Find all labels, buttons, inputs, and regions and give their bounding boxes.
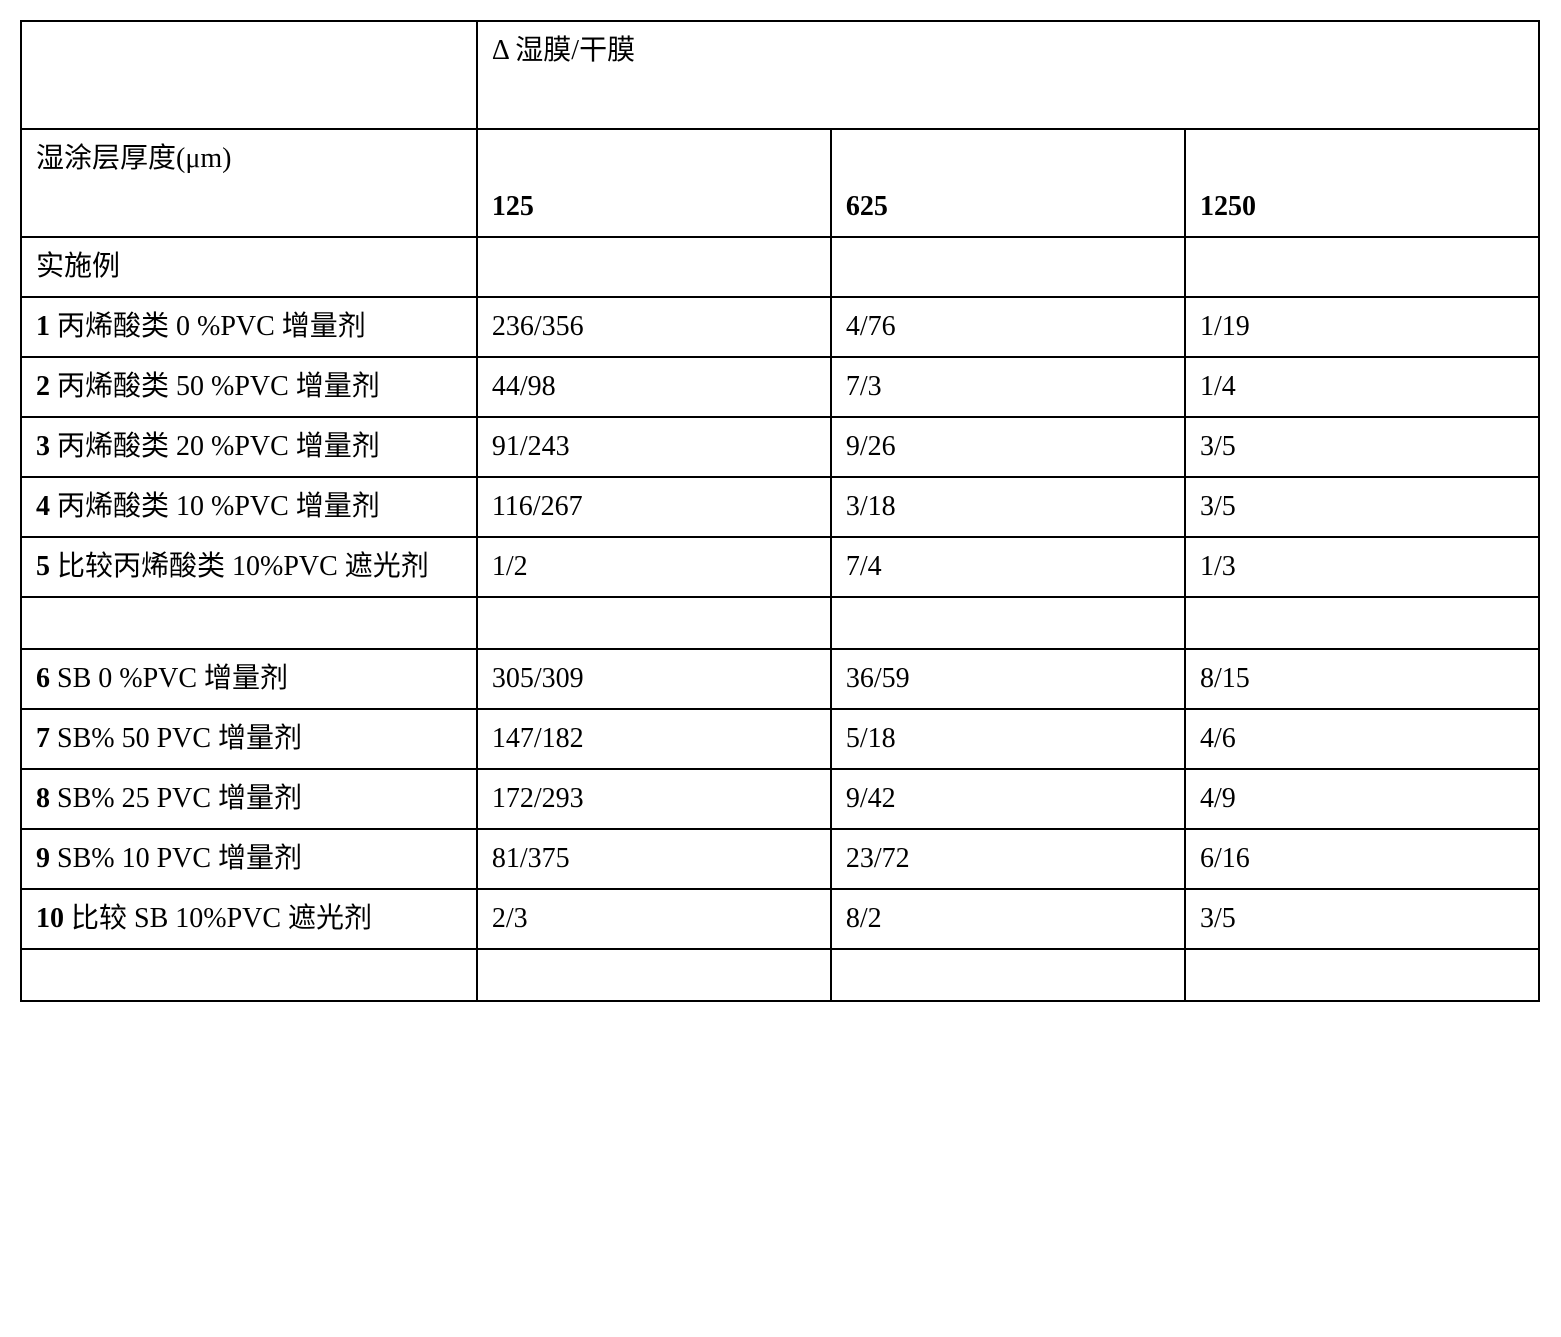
- row-num: 6: [36, 663, 50, 694]
- header-empty-cell: [21, 21, 477, 129]
- col-1250-header: 1250: [1185, 129, 1539, 237]
- spacer-row: [21, 949, 1539, 1001]
- row-num: 4: [36, 491, 50, 522]
- row-v125: 116/267: [477, 477, 831, 537]
- row-v625: 9/42: [831, 769, 1185, 829]
- header-row-thickness: 湿涂层厚度(μm) 125 625 1250: [21, 129, 1539, 237]
- row-v125: 81/375: [477, 829, 831, 889]
- row-label: 3 丙烯酸类 20 %PVC 增量剂: [21, 417, 477, 477]
- row-label: 9 SB% 10 PVC 增量剂: [21, 829, 477, 889]
- table-row: 1 丙烯酸类 0 %PVC 增量剂 236/356 4/76 1/19: [21, 297, 1539, 357]
- table-row: 10 比较 SB 10%PVC 遮光剂 2/3 8/2 3/5: [21, 889, 1539, 949]
- header-row-delta: Δ 湿膜/干膜: [21, 21, 1539, 129]
- row-v125: 305/309: [477, 649, 831, 709]
- row-label: 2 丙烯酸类 50 %PVC 增量剂: [21, 357, 477, 417]
- table-row: 3 丙烯酸类 20 %PVC 增量剂 91/243 9/26 3/5: [21, 417, 1539, 477]
- row-label: 10 比较 SB 10%PVC 遮光剂: [21, 889, 477, 949]
- row-num: 5: [36, 551, 50, 582]
- empty-cell: [831, 949, 1185, 1001]
- row-text: SB% 10 PVC 增量剂: [57, 843, 302, 874]
- spacer-row: [21, 597, 1539, 649]
- col-625-header: 625: [831, 129, 1185, 237]
- empty-cell: [1185, 949, 1539, 1001]
- row-v625: 3/18: [831, 477, 1185, 537]
- data-table: Δ 湿膜/干膜 湿涂层厚度(μm) 125 625 1250 实施例 1 丙烯酸…: [20, 20, 1540, 1002]
- empty-cell: [477, 237, 831, 297]
- row-num: 7: [36, 723, 50, 754]
- row-label: 8 SB% 25 PVC 增量剂: [21, 769, 477, 829]
- row-v125: 44/98: [477, 357, 831, 417]
- row-text: 比较丙烯酸类 10%PVC 遮光剂: [57, 551, 429, 582]
- row-v125: 147/182: [477, 709, 831, 769]
- row-label: 6 SB 0 %PVC 增量剂: [21, 649, 477, 709]
- row-label: 4 丙烯酸类 10 %PVC 增量剂: [21, 477, 477, 537]
- row-v625: 36/59: [831, 649, 1185, 709]
- row-num: 8: [36, 783, 50, 814]
- table-row: 4 丙烯酸类 10 %PVC 增量剂 116/267 3/18 3/5: [21, 477, 1539, 537]
- row-v1250: 4/9: [1185, 769, 1539, 829]
- row-text: 丙烯酸类 10 %PVC 增量剂: [57, 491, 380, 522]
- row-v125: 2/3: [477, 889, 831, 949]
- table-row: 9 SB% 10 PVC 增量剂 81/375 23/72 6/16: [21, 829, 1539, 889]
- row-label: 5 比较丙烯酸类 10%PVC 遮光剂: [21, 537, 477, 597]
- row-text: 丙烯酸类 0 %PVC 增量剂: [57, 311, 366, 342]
- row-num: 1: [36, 311, 50, 342]
- table-row: 7 SB% 50 PVC 增量剂 147/182 5/18 4/6: [21, 709, 1539, 769]
- empty-cell: [1185, 237, 1539, 297]
- row-num: 10: [36, 903, 64, 934]
- row-v625: 8/2: [831, 889, 1185, 949]
- row-v625: 9/26: [831, 417, 1185, 477]
- empty-cell: [831, 237, 1185, 297]
- table-row: 6 SB 0 %PVC 增量剂 305/309 36/59 8/15: [21, 649, 1539, 709]
- table-row: 8 SB% 25 PVC 增量剂 172/293 9/42 4/9: [21, 769, 1539, 829]
- row-v1250: 8/15: [1185, 649, 1539, 709]
- empty-cell: [21, 949, 477, 1001]
- row-text: SB 0 %PVC 增量剂: [57, 663, 288, 694]
- row-text: 丙烯酸类 50 %PVC 增量剂: [57, 371, 380, 402]
- row-v125: 172/293: [477, 769, 831, 829]
- row-text: SB% 50 PVC 增量剂: [57, 723, 302, 754]
- row-v125: 1/2: [477, 537, 831, 597]
- empty-cell: [1185, 597, 1539, 649]
- table-row: 5 比较丙烯酸类 10%PVC 遮光剂 1/2 7/4 1/3: [21, 537, 1539, 597]
- row-v125: 91/243: [477, 417, 831, 477]
- row-v1250: 3/5: [1185, 417, 1539, 477]
- row-v125: 236/356: [477, 297, 831, 357]
- row-v1250: 3/5: [1185, 889, 1539, 949]
- empty-cell: [831, 597, 1185, 649]
- empty-cell: [477, 949, 831, 1001]
- empty-cell: [477, 597, 831, 649]
- row-label: 1 丙烯酸类 0 %PVC 增量剂: [21, 297, 477, 357]
- row-v625: 7/3: [831, 357, 1185, 417]
- example-label-row: 实施例: [21, 237, 1539, 297]
- thickness-label-cell: 湿涂层厚度(μm): [21, 129, 477, 237]
- example-label-cell: 实施例: [21, 237, 477, 297]
- empty-cell: [21, 597, 477, 649]
- row-v1250: 6/16: [1185, 829, 1539, 889]
- row-v625: 7/4: [831, 537, 1185, 597]
- row-v625: 4/76: [831, 297, 1185, 357]
- table-row: 2 丙烯酸类 50 %PVC 增量剂 44/98 7/3 1/4: [21, 357, 1539, 417]
- row-text: 丙烯酸类 20 %PVC 增量剂: [57, 431, 380, 462]
- row-v1250: 1/4: [1185, 357, 1539, 417]
- row-text: SB% 25 PVC 增量剂: [57, 783, 302, 814]
- row-label: 7 SB% 50 PVC 增量剂: [21, 709, 477, 769]
- row-v1250: 4/6: [1185, 709, 1539, 769]
- row-v1250: 1/19: [1185, 297, 1539, 357]
- row-num: 2: [36, 371, 50, 402]
- row-text: 比较 SB 10%PVC 遮光剂: [71, 903, 372, 934]
- row-v625: 23/72: [831, 829, 1185, 889]
- row-num: 3: [36, 431, 50, 462]
- row-v625: 5/18: [831, 709, 1185, 769]
- header-delta-cell: Δ 湿膜/干膜: [477, 21, 1539, 129]
- row-v1250: 3/5: [1185, 477, 1539, 537]
- col-125-header: 125: [477, 129, 831, 237]
- row-v1250: 1/3: [1185, 537, 1539, 597]
- row-num: 9: [36, 843, 50, 874]
